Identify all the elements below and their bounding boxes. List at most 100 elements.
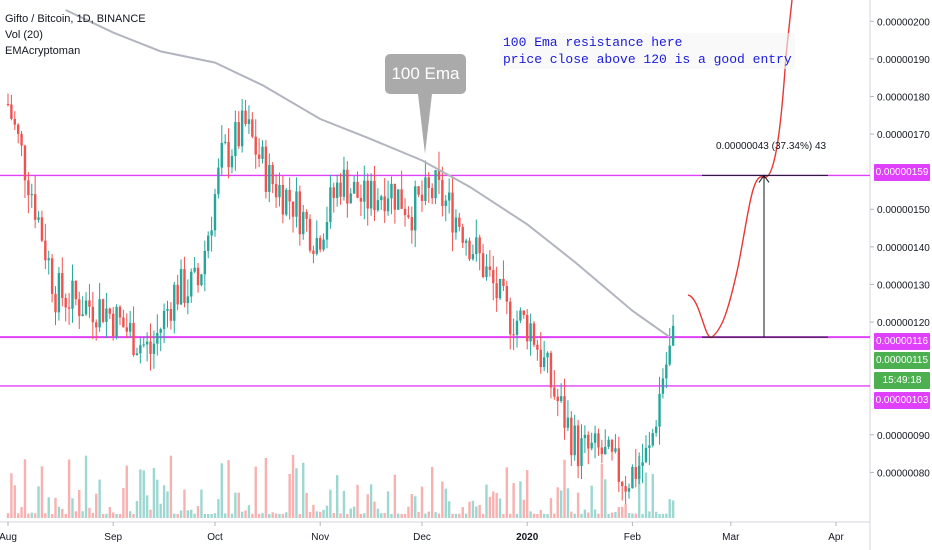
candle-body (607, 439, 610, 447)
volume-bar (200, 489, 203, 518)
volume-bar (278, 513, 281, 518)
volume-bar (492, 491, 495, 518)
volume-bar (78, 489, 81, 518)
candle-body (403, 208, 407, 216)
volume-bar (464, 513, 468, 518)
candle-body (91, 306, 95, 323)
candle-body (444, 200, 447, 207)
volume-bar (441, 481, 444, 518)
volume-bar (23, 459, 27, 518)
volume-bar (563, 459, 566, 518)
volume-bar (213, 513, 217, 518)
candle-body (156, 332, 159, 344)
volume-bar (556, 487, 559, 518)
candle-body (437, 170, 441, 180)
candle-body (390, 183, 393, 199)
volume-bar (50, 513, 54, 518)
volume-bar (210, 513, 213, 518)
candle-body (291, 201, 295, 217)
x-tick-label: Feb (624, 532, 642, 543)
candle-body (6, 103, 10, 105)
candle-body (64, 297, 67, 308)
y-tick-label: 0.00000200 (877, 17, 930, 28)
candle-body (349, 193, 352, 204)
candle-body (576, 425, 580, 467)
volume-bar (186, 510, 190, 518)
y-tick-label: 0.00000180 (877, 92, 930, 103)
candle-body (213, 194, 217, 231)
candle-body (281, 184, 285, 215)
volume-bar (668, 499, 671, 518)
volume-bar (359, 513, 363, 518)
candle-body (152, 343, 156, 354)
volume-bar (481, 513, 485, 518)
volume-bar (298, 513, 302, 518)
candle-body (247, 119, 251, 124)
volume-bar (390, 513, 393, 518)
volume-bar (393, 474, 397, 518)
volume-bar (159, 503, 162, 518)
candle-body (644, 447, 648, 463)
volume-bar (648, 511, 651, 518)
candle-body (200, 274, 203, 286)
volume-bar (651, 473, 654, 518)
volume-bar (634, 513, 637, 518)
volume-bar (335, 475, 339, 518)
candle-body (210, 230, 213, 236)
candle-body (339, 182, 342, 197)
candle-body (108, 308, 112, 314)
candle-body (346, 169, 349, 204)
candle-body (125, 327, 128, 332)
volume-bar (20, 507, 23, 518)
volume-bar (546, 513, 549, 518)
volume-bar (468, 501, 471, 518)
volume-bar (81, 511, 84, 518)
candle-body (251, 119, 254, 137)
volume-bar (10, 473, 13, 518)
volume-bar (624, 504, 627, 518)
volume-bar (349, 508, 352, 518)
candle-body (498, 278, 502, 299)
candle-body (288, 189, 291, 202)
candle-body (318, 238, 322, 250)
candle-body (495, 283, 498, 299)
chart-title: Gifto / Bitcoin, 1D, BINANCE (5, 13, 146, 25)
volume-bar (627, 512, 631, 518)
volume-bar (315, 511, 319, 518)
candle-body (227, 141, 230, 168)
volume-bar (332, 512, 335, 518)
candle-body (240, 110, 244, 147)
volume-bar (264, 457, 268, 518)
volume-bar (509, 513, 512, 518)
candle-body (505, 286, 509, 302)
volume-bar (532, 513, 536, 518)
candle-body (539, 349, 542, 368)
candle-body (302, 211, 305, 235)
candle-body (587, 434, 590, 449)
candle-body (118, 306, 122, 318)
volume-bar (308, 511, 312, 518)
candle-body (268, 164, 271, 192)
volume-bar (64, 513, 67, 518)
candle-body (658, 393, 661, 427)
candle-body (111, 313, 115, 337)
candle-body (597, 433, 600, 448)
volume-bar (227, 460, 230, 518)
candle-body (190, 271, 193, 297)
volume-bar (658, 514, 661, 518)
volume-bar (325, 505, 329, 518)
volume-bar (196, 506, 200, 518)
volume-bar (553, 513, 556, 518)
candle-body (149, 341, 152, 354)
volume-bar (437, 513, 441, 518)
candle-body (373, 180, 376, 211)
volume-bar (329, 489, 332, 518)
candle-body (617, 448, 621, 482)
volume-bar (27, 513, 30, 518)
volume-bar (74, 511, 78, 518)
volume-bar (631, 513, 634, 518)
volume-bar (203, 513, 207, 518)
candle-body (424, 177, 427, 201)
volume-bar (475, 506, 478, 518)
